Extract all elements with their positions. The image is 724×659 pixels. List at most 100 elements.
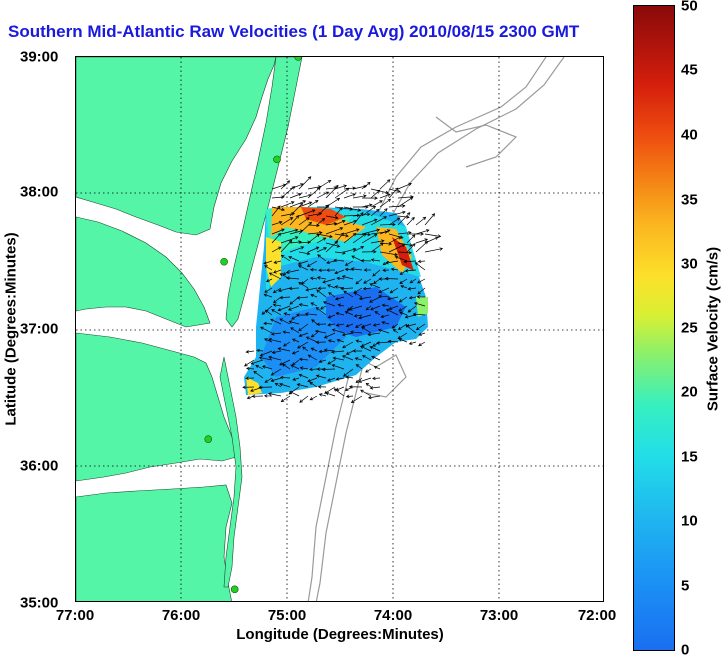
velocity-arrow xyxy=(316,247,327,253)
velocity-arrow xyxy=(370,216,387,226)
velocity-arrow xyxy=(316,191,330,199)
velocity-arrow xyxy=(412,312,426,316)
velocity-arrow xyxy=(388,204,406,208)
velocity-arrow xyxy=(270,377,282,382)
velocity-arrow xyxy=(318,393,327,397)
velocity-arrow xyxy=(255,364,264,370)
velocity-arrow xyxy=(242,385,255,390)
map-area[interactable] xyxy=(75,56,604,602)
velocity-arrow xyxy=(414,262,426,271)
velocity-arrow xyxy=(245,350,255,354)
velocity-arrow xyxy=(358,377,372,383)
velocity-arrow xyxy=(369,386,381,390)
velocity-arrow xyxy=(343,368,354,377)
velocity-arrow xyxy=(307,354,318,361)
velocity-arrow xyxy=(314,329,327,334)
velocity-arrow xyxy=(353,314,363,318)
velocity-arrow xyxy=(320,305,327,310)
velocity-arrow xyxy=(261,365,273,370)
velocity-arrow xyxy=(290,364,300,370)
velocity-arrow xyxy=(333,258,345,263)
velocity-arrow xyxy=(280,217,294,226)
velocity-arrow xyxy=(327,314,336,319)
colorbar-tick: 35 xyxy=(681,191,698,209)
colorbar-label: Surface Velocity (cm/s) xyxy=(704,246,722,412)
velocity-arrow xyxy=(246,366,255,371)
velocity-arrow xyxy=(270,332,282,336)
colorbar-tick: 40 xyxy=(681,126,698,144)
velocity-arrow xyxy=(377,328,390,334)
velocity-arrow xyxy=(415,240,429,253)
grid-lines xyxy=(76,57,603,601)
velocity-arrow xyxy=(384,276,399,281)
velocity-arrow xyxy=(324,386,336,394)
velocity-arrow xyxy=(342,341,354,349)
velocity-arrow xyxy=(317,254,327,262)
y-axis-label: Latitude (Degrees:Minutes) xyxy=(2,232,20,426)
velocity-arrow xyxy=(350,330,363,334)
x-tick-label: 74:00 xyxy=(373,607,413,624)
velocity-arrow xyxy=(404,269,417,273)
velocity-arrow xyxy=(407,287,417,291)
velocity-arrow xyxy=(327,377,336,382)
velocity-arrow xyxy=(296,383,309,388)
velocity-arrow xyxy=(288,256,300,262)
velocity-arrow xyxy=(307,246,320,253)
velocity-arrow xyxy=(326,268,336,272)
velocity-arrow xyxy=(250,359,264,365)
velocity-arrow xyxy=(359,345,372,352)
velocity-arrow xyxy=(268,272,282,280)
velocity-arrow xyxy=(355,364,363,370)
velocity-arrow xyxy=(360,258,372,263)
velocity-arrow xyxy=(352,211,364,226)
velocity-arrow xyxy=(272,303,282,307)
velocity-arrow xyxy=(309,395,318,401)
velocity-arrow xyxy=(268,355,282,361)
velocity-arrow xyxy=(381,303,390,308)
velocity-arrow xyxy=(282,330,291,334)
station-marker xyxy=(294,57,302,61)
velocity-arrow xyxy=(291,350,300,355)
velocity-arrow xyxy=(289,390,300,397)
velocity-arrow xyxy=(263,394,273,398)
velocity-arrow xyxy=(388,236,402,244)
velocity-arrow xyxy=(315,340,327,345)
velocity-arrow xyxy=(370,189,381,199)
velocity-arrow xyxy=(259,350,273,357)
x-tick-label: 76:00 xyxy=(161,607,201,624)
velocity-arrow xyxy=(260,326,273,334)
velocity-arrow xyxy=(280,236,299,244)
velocity-arrow xyxy=(264,265,273,271)
x-tick-label: 75:00 xyxy=(267,607,307,624)
velocity-arrow xyxy=(352,349,363,353)
velocity-arrow xyxy=(271,220,283,226)
velocity-arrow xyxy=(388,210,406,217)
velocity-arrow xyxy=(378,277,390,281)
velocity-arrow xyxy=(415,323,426,331)
velocity-arrow xyxy=(369,283,381,289)
velocity-arrow xyxy=(298,221,313,235)
velocity-arrow xyxy=(310,347,318,352)
velocity-arrow xyxy=(352,246,365,253)
velocity-arrow xyxy=(379,179,391,190)
velocity-arrow xyxy=(380,314,390,319)
velocity-arrow xyxy=(341,275,354,280)
velocity-arrow xyxy=(345,394,354,399)
y-tick-label: 37:00 xyxy=(20,320,59,338)
velocity-arrow xyxy=(279,375,291,380)
velocity-arrow xyxy=(289,193,302,199)
velocity-arrow xyxy=(323,332,336,339)
velocity-arrow xyxy=(353,292,363,298)
velocity-arrow xyxy=(268,338,282,343)
velocity-arrow xyxy=(400,284,408,289)
velocity-arrow xyxy=(405,324,417,334)
velocity-arrow xyxy=(368,296,381,303)
velocity-arrow xyxy=(361,233,378,244)
velocity-arrow xyxy=(406,243,416,253)
velocity-arrow xyxy=(408,341,417,345)
velocity-arrow xyxy=(310,293,318,298)
velocity-arrow xyxy=(273,260,282,264)
velocity-arrow xyxy=(379,193,391,199)
velocity-arrow xyxy=(379,222,396,227)
x-tick-label: 73:00 xyxy=(479,607,519,624)
